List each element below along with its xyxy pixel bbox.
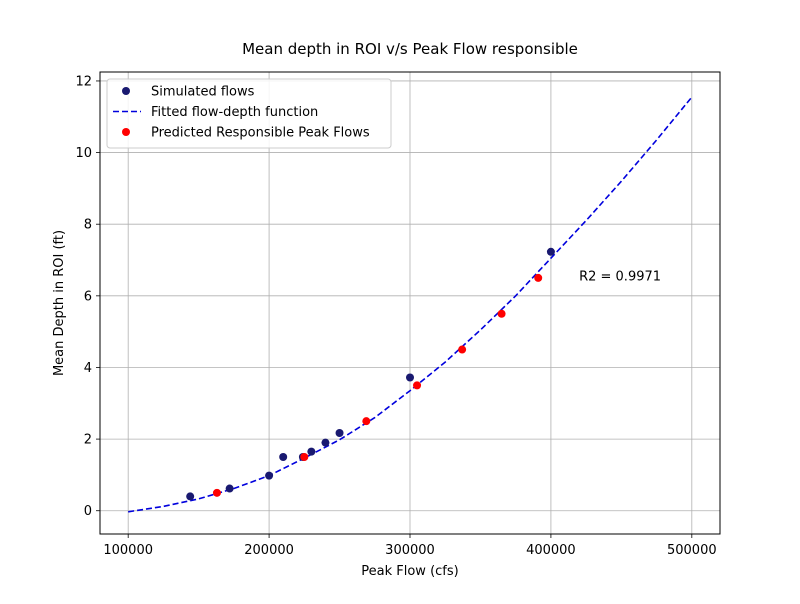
y-tick-label: 10 (75, 146, 92, 161)
simulated-point (225, 484, 234, 493)
axes: 100000 200000 300000 400000 500000 0 2 4 6 8 10 12 (75, 74, 716, 558)
simulated-point (406, 373, 414, 382)
y-tick-label: 4 (84, 361, 92, 376)
predicted-point (413, 381, 422, 390)
series (128, 96, 693, 513)
legend-swatch-predicted (122, 128, 130, 136)
predicted-point (458, 345, 467, 354)
y-tick-label: 0 (84, 504, 92, 519)
y-tick-label: 8 (84, 218, 92, 233)
predicted-point (534, 273, 543, 282)
legend-swatch-simulated (122, 87, 130, 95)
fitted-curve (128, 96, 693, 513)
simulated-point (321, 438, 330, 447)
plot-frame (99, 71, 721, 535)
x-tick-label: 500000 (667, 543, 717, 558)
legend-box (106, 78, 392, 149)
simulated-point (186, 492, 195, 501)
y-axis-label: Mean Depth in ROI (ft) (52, 230, 67, 376)
legend-label-predicted: Predicted Responsible Peak Flows (151, 126, 370, 141)
legend-label-fitted: Fitted flow-depth function (151, 105, 318, 120)
chart-title: Mean depth in ROI v/s Peak Flow responsi… (242, 40, 578, 58)
x-axis-label: Peak Flow (cfs) (361, 564, 458, 579)
predicted-point (300, 453, 309, 461)
y-tick-label: 6 (84, 289, 92, 304)
legend: Simulated flows Fitted flow-depth functio… (106, 78, 392, 149)
predicted-point (497, 309, 506, 318)
x-tick-label: 100000 (103, 543, 153, 558)
predicted-point (362, 417, 371, 426)
x-tick-label: 400000 (526, 543, 576, 558)
x-tick-label: 200000 (244, 543, 294, 558)
simulated-point (335, 429, 344, 438)
predicted-point (212, 488, 221, 497)
simulated-point (279, 453, 288, 461)
y-tick-label: 12 (75, 74, 92, 89)
y-tick-label: 2 (84, 433, 92, 448)
simulated-point (307, 447, 316, 456)
x-tick-label: 300000 (385, 543, 435, 558)
legend-label-simulated: Simulated flows (151, 85, 255, 100)
simulated-point (265, 471, 274, 480)
simulated-point (546, 247, 555, 256)
r2-annotation: R2 = 0.9971 (579, 270, 661, 285)
